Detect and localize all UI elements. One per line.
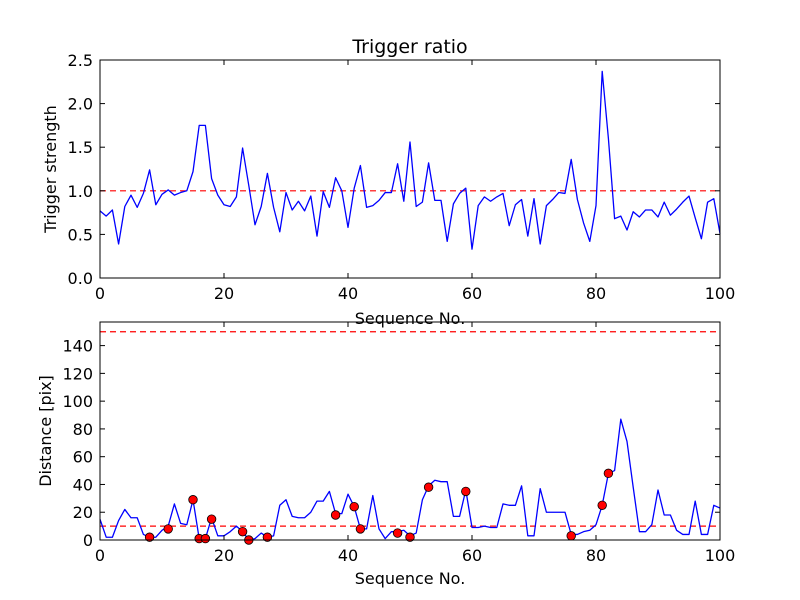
data-point-marker	[349, 501, 359, 512]
data-point-marker	[206, 514, 217, 524]
x-tick-label: 0	[95, 546, 105, 565]
data-point-marker	[603, 468, 614, 479]
y-tick-label: 0.0	[68, 269, 93, 288]
trigger-plot-frame	[99, 59, 721, 279]
x-tick-label: 60	[462, 284, 482, 303]
x-tick-label: 40	[338, 284, 358, 303]
y-tick-label: 0	[83, 531, 93, 550]
series-line	[99, 70, 721, 250]
data-point-marker	[355, 524, 366, 534]
chart-title: Trigger ratio	[351, 36, 467, 58]
data-point-marker	[163, 524, 173, 534]
y-tick-label: 100	[62, 392, 93, 411]
data-point-marker	[392, 528, 403, 538]
data-point-marker	[144, 532, 155, 542]
data-point-marker	[597, 500, 607, 510]
x-axis-label: Sequence No.	[355, 309, 466, 328]
y-tick-label: 80	[73, 420, 93, 439]
data-point-marker	[237, 526, 248, 537]
x-axis-label: Sequence No.	[355, 569, 466, 588]
trigger-plot-area	[99, 70, 721, 250]
data-point-marker	[461, 486, 471, 497]
distance-plot-frame	[99, 321, 721, 541]
y-axis-label: Distance [pix]	[36, 375, 55, 487]
data-point-marker	[330, 510, 341, 520]
data-point-marker	[566, 531, 576, 541]
y-tick-label: 20	[73, 503, 93, 522]
y-tick-label: 1.5	[68, 138, 93, 157]
x-tick-label: 20	[214, 546, 234, 565]
y-tick-label: 2.0	[68, 95, 93, 114]
x-tick-label: 40	[338, 546, 358, 565]
data-point-marker	[200, 533, 211, 544]
data-point-marker	[262, 532, 273, 542]
trigger-ratio-panel: Trigger ratio 0 20 40 60 80 100 0.0 0.5 1.0 1.5 2.…	[41, 36, 735, 328]
y-tick-label: 2.5	[68, 51, 93, 70]
distance-panel: 0 20 40 60 80 100 0 20 40 60 80 100 120 140 Sequence …	[36, 321, 735, 588]
x-tick-label: 80	[586, 284, 606, 303]
x-tick-label: 100	[705, 284, 736, 303]
y-tick-label: 40	[73, 475, 93, 494]
trigger-axes-ticks: 0 20 40 60 80 100 0.0 0.5 1.0 1.5 2.0 2.5	[68, 51, 736, 303]
y-axis-label: Trigger strength	[41, 105, 60, 234]
data-point-marker	[188, 495, 198, 505]
y-tick-label: 120	[62, 364, 93, 383]
x-tick-label: 20	[214, 284, 234, 303]
y-tick-label: 0.5	[68, 225, 93, 244]
y-tick-label: 60	[73, 448, 93, 467]
x-tick-label: 60	[462, 546, 482, 565]
y-tick-label: 1.0	[68, 182, 93, 201]
data-point-marker	[423, 482, 434, 492]
x-tick-label: 80	[586, 546, 606, 565]
y-tick-label: 140	[62, 337, 93, 356]
distance-plot-area	[99, 331, 721, 545]
distance-axes-ticks: 0 20 40 60 80 100 0 20 40 60 80 100 120 140	[62, 322, 735, 565]
x-tick-label: 100	[705, 546, 736, 565]
data-point-marker	[405, 532, 415, 542]
x-tick-label: 0	[95, 284, 105, 303]
